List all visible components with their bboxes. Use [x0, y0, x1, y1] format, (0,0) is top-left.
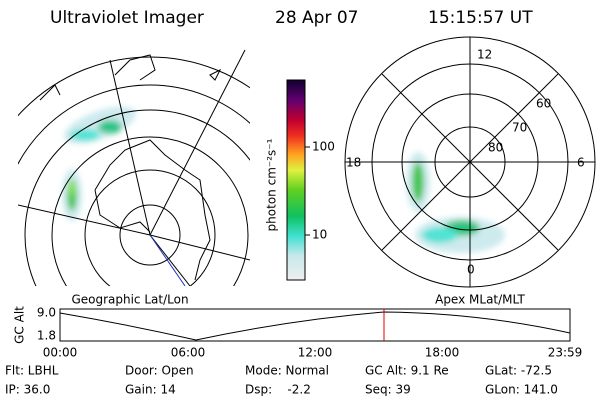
colorbar-tick: 100 — [312, 140, 335, 154]
colorbar-label: photon cm⁻²s⁻¹ — [265, 138, 279, 231]
geographic-map — [18, 49, 250, 286]
lat-label: 70 — [512, 121, 527, 135]
x-tick-label: 23:59 — [548, 346, 583, 360]
lat-label: 60 — [536, 97, 551, 111]
x-tick-label: 00:00 — [43, 346, 78, 360]
x-tick-label: 12:00 — [298, 346, 333, 360]
mlt-label: 6 — [577, 156, 585, 170]
status-field: IP: 36.0 — [5, 383, 50, 397]
status-field: Seq: 39 — [365, 383, 411, 397]
x-tick-label: 06:00 — [171, 346, 206, 360]
status-field: GLat: -72.5 — [485, 364, 552, 378]
status-field: Door: Open — [125, 364, 194, 378]
colorbar — [286, 79, 306, 281]
status-block: Flt: LBHL Door: Open Mode: Normal GC Alt: 9… — [5, 364, 558, 397]
y-axis-label: GC Alt — [13, 306, 27, 344]
right-panel-label: Apex MLat/MLT — [435, 293, 525, 307]
altitude-frame — [59, 308, 571, 342]
status-field: Dsp: -2.2 — [245, 383, 311, 397]
mlt-label: 18 — [346, 156, 361, 170]
date: 28 Apr 07 — [275, 8, 358, 28]
polar-map — [344, 36, 596, 288]
altitude-curve — [59, 311, 571, 341]
status-field: Gain: 14 — [125, 383, 176, 397]
colorbar-tick: 10 — [312, 228, 327, 242]
title: Ultraviolet Imager — [50, 8, 204, 28]
status-field: GC Alt: 9.1 Re — [365, 364, 449, 378]
mlt-label: 12 — [477, 48, 492, 62]
y-tick-label: 1.8 — [37, 329, 56, 343]
time: 15:15:57 UT — [428, 8, 533, 28]
status-field: Flt: LBHL — [5, 364, 59, 378]
status-field: GLon: 141.0 — [485, 383, 558, 397]
x-tick-label: 18:00 — [425, 346, 460, 360]
lat-label: 80 — [488, 141, 503, 155]
y-tick-label: 9.0 — [37, 306, 56, 320]
left-panel-label: Geographic Lat/Lon — [71, 293, 188, 307]
status-field: Mode: Normal — [245, 364, 329, 378]
mlt-label: 0 — [467, 263, 475, 277]
